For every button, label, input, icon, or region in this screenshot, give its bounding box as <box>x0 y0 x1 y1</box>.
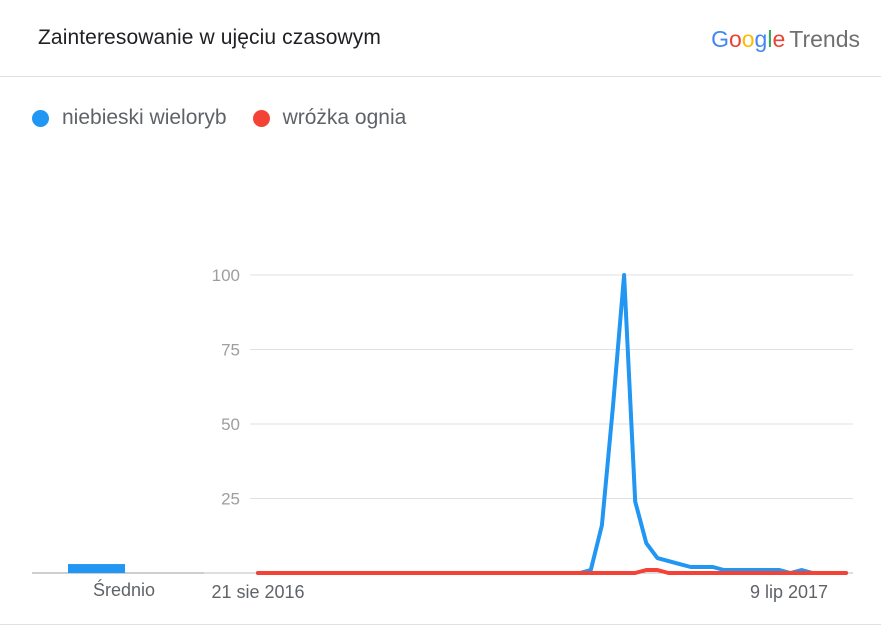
brand-letter: l <box>767 26 773 52</box>
legend: niebieski wieloryb wróżka ognia <box>32 106 432 130</box>
brand-letter: G <box>711 26 729 52</box>
brand-suffix: Trends <box>789 26 860 52</box>
y-tick-label: 25 <box>221 490 240 509</box>
google-trends-logo: Google Trends <box>711 26 860 53</box>
brand-letter: g <box>754 26 768 52</box>
brand-letter: o <box>728 26 742 52</box>
x-tick-label: 21 sie 2016 <box>211 582 304 602</box>
legend-item[interactable]: niebieski wieloryb <box>32 106 227 130</box>
card-header: Zainteresowanie w ujęciu czasowym Google… <box>0 0 881 77</box>
legend-swatch <box>252 109 270 127</box>
line-plot[interactable] <box>256 273 848 575</box>
legend-label: niebieski wieloryb <box>62 106 227 129</box>
x-axis: 21 sie 2016 9 lip 2017 <box>211 582 828 602</box>
legend-swatch <box>32 109 49 127</box>
average-panel: Średnio <box>32 564 204 600</box>
y-tick-label: 100 <box>212 266 240 285</box>
footer-divider <box>0 624 881 625</box>
brand-letter: e <box>772 26 786 52</box>
series-line[interactable] <box>256 568 848 575</box>
grid: 25 50 75 100 <box>204 266 853 574</box>
legend-label: wróżka ognia <box>282 106 407 129</box>
x-tick-label: 9 lip 2017 <box>750 582 828 602</box>
y-tick-label: 50 <box>221 415 240 434</box>
average-label: Średnio <box>93 579 155 600</box>
average-bar[interactable] <box>68 564 125 573</box>
legend-item[interactable]: wróżka ognia <box>252 106 407 130</box>
y-tick-label: 75 <box>221 341 240 360</box>
chart-title: Zainteresowanie w ujęciu czasowym <box>38 26 381 49</box>
brand-letter: o <box>741 26 755 52</box>
